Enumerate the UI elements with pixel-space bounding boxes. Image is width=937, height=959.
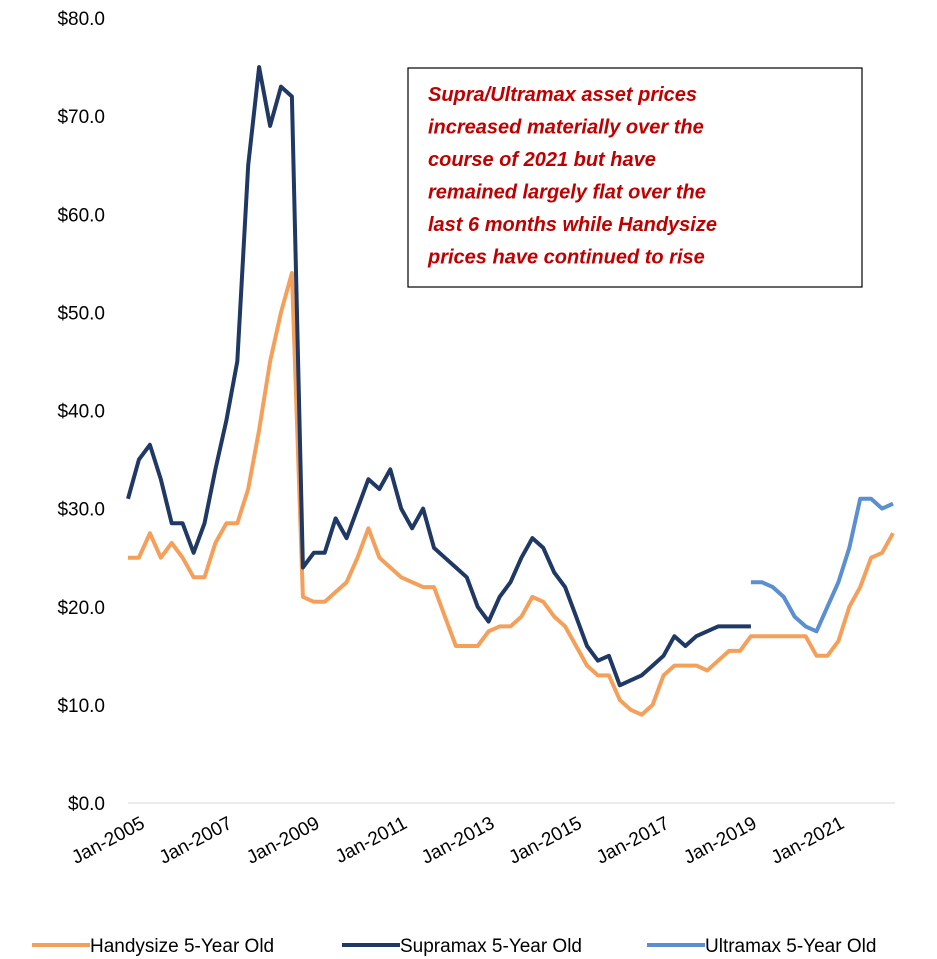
y-tick-label: $60.0 bbox=[57, 205, 105, 226]
x-tick-label: Jan-2021 bbox=[768, 813, 848, 869]
legend-label: Supramax 5-Year Old bbox=[400, 936, 582, 957]
y-tick-label: $30.0 bbox=[57, 500, 105, 521]
x-tick-label: Jan-2017 bbox=[593, 813, 673, 869]
y-tick-label: $80.0 bbox=[57, 9, 105, 30]
legend-label: Ultramax 5-Year Old bbox=[705, 936, 876, 957]
x-tick-label: Jan-2019 bbox=[681, 813, 761, 869]
x-tick-label: Jan-2011 bbox=[332, 813, 411, 868]
series-line bbox=[750, 496, 894, 634]
y-tick-label: $70.0 bbox=[57, 107, 105, 128]
y-tick-label: $0.0 bbox=[68, 794, 105, 815]
y-tick-label: $50.0 bbox=[57, 303, 105, 324]
legend-label: Handysize 5-Year Old bbox=[90, 936, 274, 957]
annotation-box bbox=[407, 67, 863, 288]
series-line bbox=[128, 271, 895, 717]
x-tick-label: Jan-2009 bbox=[243, 813, 323, 869]
annotation-text: Supra/Ultramax asset prices bbox=[428, 84, 697, 106]
y-tick-label: $10.0 bbox=[57, 696, 105, 717]
x-tick-label: Jan-2013 bbox=[418, 813, 498, 869]
series-line bbox=[126, 65, 751, 688]
x-tick-label: Jan-2015 bbox=[506, 813, 586, 869]
annotation-text: prices have continued to rise bbox=[427, 247, 705, 269]
annotation-text: course of 2021 but have bbox=[428, 149, 656, 171]
x-tick-label: Jan-2005 bbox=[69, 813, 149, 869]
y-tick-label: $20.0 bbox=[57, 598, 105, 619]
x-tick-label: Jan-2007 bbox=[156, 813, 236, 869]
annotation-text: remained largely flat over the bbox=[428, 182, 706, 204]
annotation-text: increased materially over the bbox=[428, 117, 704, 139]
annotation-text: last 6 months while Handysize bbox=[428, 214, 717, 236]
y-tick-label: $40.0 bbox=[57, 402, 105, 423]
